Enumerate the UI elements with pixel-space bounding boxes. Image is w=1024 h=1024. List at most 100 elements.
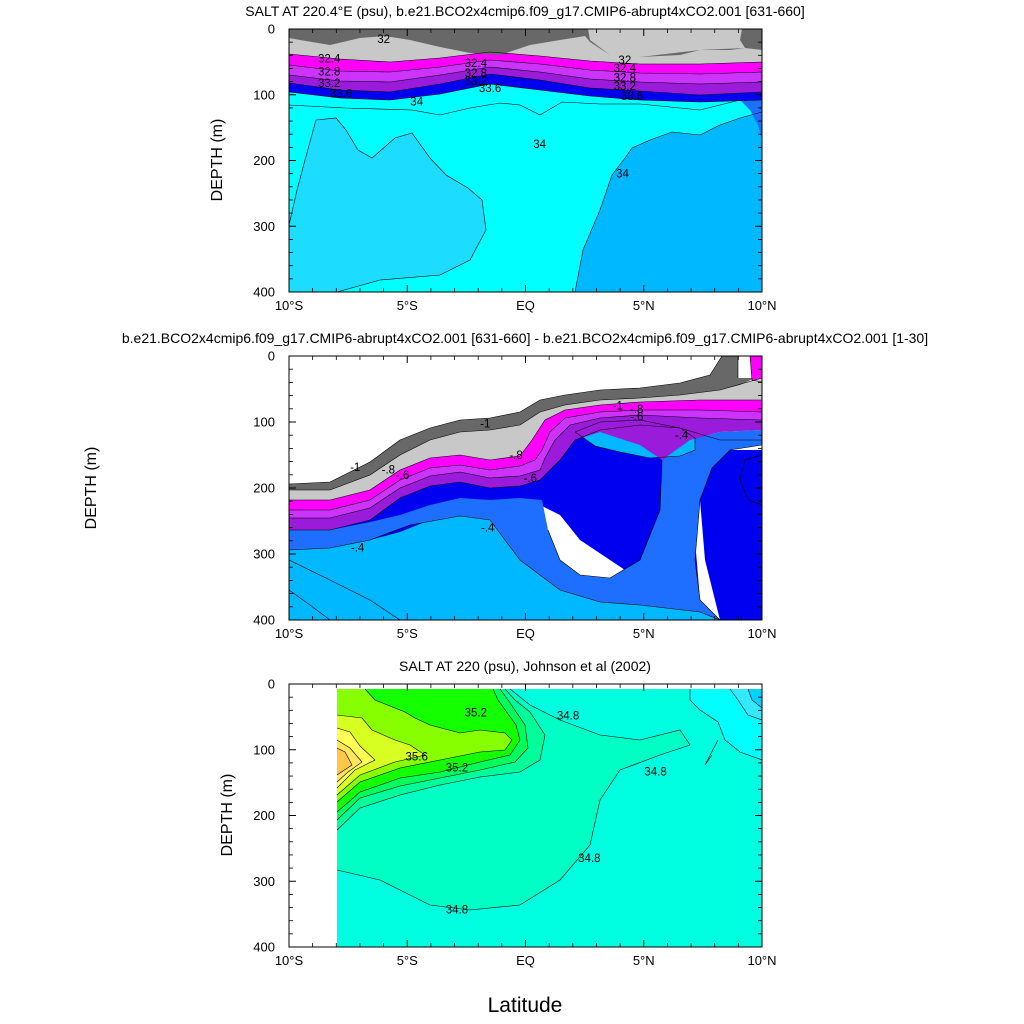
contour-label: 32 — [618, 55, 631, 67]
contour-label: 34 — [616, 169, 629, 181]
contour-label: 33.2 — [465, 76, 487, 88]
panel1-contour-lines — [289, 51, 762, 292]
contour-label: 33.6 — [330, 88, 352, 100]
y-tick-label: 0 — [268, 22, 275, 37]
x-tick-label: 10°S — [275, 953, 304, 968]
x-tick-label: 5°S — [397, 626, 418, 641]
x-tick-label: 5°S — [397, 953, 418, 968]
contour-label: -1 — [350, 462, 360, 474]
fill-band2 — [289, 400, 762, 510]
panel1-contour-fill — [289, 29, 762, 292]
x-tick-label: 5°N — [633, 298, 655, 313]
panel3-contour-fill — [337, 689, 762, 947]
contour-label: 32.4 — [614, 63, 637, 75]
panel2-title: b.e21.BCO2x4cmip6.f09_g17.CMIP6-abrupt4x… — [122, 330, 928, 346]
x-tick-label: 10°N — [747, 626, 776, 641]
contour-label: -.6 — [524, 473, 537, 485]
x-tick-label: 10°N — [747, 298, 776, 313]
contour-label: -.8 — [382, 465, 395, 477]
contour-label: -1 — [613, 401, 623, 413]
panel-model-salt: SALT AT 220.4°E (psu), b.e21.BCO2x4cmip6… — [209, 3, 805, 313]
y-tick-label: 100 — [253, 415, 275, 430]
x-tick-label: 10°N — [747, 953, 776, 968]
contour-label: -.4 — [351, 542, 365, 554]
panel1-ylabel: DEPTH (m) — [209, 119, 226, 202]
contour-label: 34 — [533, 139, 546, 151]
contour-label: 32.8 — [614, 73, 636, 85]
y-tick-label: 0 — [268, 349, 275, 364]
contour-label: 35.2 — [465, 707, 487, 719]
contour-label: 32.8 — [465, 68, 487, 80]
contour-label: -.6 — [630, 412, 643, 424]
x-tick-label: 5°S — [397, 298, 418, 313]
fill-band2-right — [750, 356, 762, 382]
contour-label: 32.4 — [318, 54, 341, 66]
panel3-axes: 10°S 5°S EQ 5°N 10°N 0 100 200 300 400 — [253, 677, 776, 969]
fill-band7 — [337, 715, 425, 795]
fill-band10 — [337, 748, 352, 775]
y-tick-label: 300 — [253, 219, 275, 234]
fill-band2 — [289, 52, 762, 74]
y-tick-label: 200 — [253, 481, 275, 496]
panel-difference: b.e21.BCO2x4cmip6.f09_g17.CMIP6-abrupt4x… — [83, 330, 928, 641]
panel2-contour-lines — [289, 356, 762, 620]
y-tick-label: 100 — [253, 742, 275, 757]
x-tick-label: EQ — [516, 953, 535, 968]
y-tick-label: 300 — [253, 874, 275, 889]
contour-label: 34.8 — [557, 711, 579, 723]
y-tick-label: 400 — [253, 940, 275, 955]
contour-label: -.8 — [509, 450, 522, 462]
fill-band8 — [289, 118, 486, 292]
panel3-contour-lines — [336, 688, 762, 911]
panel2-ylabel: DEPTH (m) — [83, 447, 100, 530]
x-axis-label: Latitude — [488, 994, 563, 1017]
contour-label: 34 — [410, 96, 423, 108]
contour-label: 32.4 — [465, 58, 488, 70]
contour-label: 32.8 — [318, 67, 340, 79]
fill-band4 — [289, 67, 762, 95]
x-tick-label: 10°S — [275, 626, 304, 641]
y-tick-label: 200 — [253, 808, 275, 823]
fill-band7 — [289, 516, 720, 620]
fill-band4 — [289, 415, 762, 530]
contour-label: 33.2 — [318, 78, 340, 90]
y-tick-label: 0 — [268, 677, 275, 692]
panel1-contour-labels: 323232.432.833.233.632.432.833.233.632.4… — [318, 34, 643, 181]
x-tick-label: EQ — [516, 298, 535, 313]
x-tick-label: 10°S — [275, 298, 304, 313]
y-tick-label: 100 — [253, 87, 275, 102]
x-tick-label: EQ — [516, 626, 535, 641]
panel2-contour-labels: -1-1-1-.8-.8-.8-.6 -.6-.6-.4-.4-.4 — [350, 401, 689, 555]
contour-label: 33.6 — [621, 91, 643, 103]
contour-label: 33.2 — [614, 81, 636, 93]
fill-band6-pocket — [289, 430, 762, 620]
y-tick-label: 400 — [253, 613, 275, 628]
fill-fresh3 — [748, 689, 762, 708]
contour-label: -.8 — [630, 404, 643, 416]
fill-band6 — [337, 689, 512, 802]
panel1-axes: 10°S 5°S EQ 5°N 10°N 0 100 200 300 400 — [253, 22, 776, 314]
panel3-contour-labels: 35.2 34.8 35.6 35.2 34.8 34.8 34.8 — [406, 707, 667, 916]
y-tick-label: 300 — [253, 547, 275, 562]
panel3-ylabel: DEPTH (m) — [219, 774, 236, 857]
x-tick-label: 5°N — [633, 626, 655, 641]
contour-label: -.4 — [481, 523, 495, 535]
fill-band7 — [520, 112, 762, 292]
contour-label: 34.8 — [578, 853, 600, 865]
contour-label: -.4 — [675, 430, 689, 442]
x-tick-label: 5°N — [633, 953, 655, 968]
contour-label: -.6 — [396, 470, 409, 482]
contour-label: 35.6 — [406, 751, 428, 763]
panel2-axes: 10°S 5°S EQ 5°N 10°N 0 100 200 300 400 — [253, 349, 776, 642]
fill-band6 — [740, 100, 762, 140]
contour-label: 34.8 — [446, 905, 468, 917]
panel-observed-salt: SALT AT 220 (psu), Johnson et al (2002) — [219, 658, 777, 968]
panel1-title: SALT AT 220.4°E (psu), b.e21.BCO2x4cmip6… — [245, 3, 804, 19]
contour-label: 34.8 — [644, 766, 666, 778]
y-tick-label: 200 — [253, 153, 275, 168]
fill-lowest — [289, 356, 755, 490]
panel3-title: SALT AT 220 (psu), Johnson et al (2002) — [399, 658, 651, 674]
fill-band1 — [289, 378, 762, 500]
y-tick-label: 400 — [253, 285, 275, 300]
contour-label: -1 — [480, 418, 490, 430]
